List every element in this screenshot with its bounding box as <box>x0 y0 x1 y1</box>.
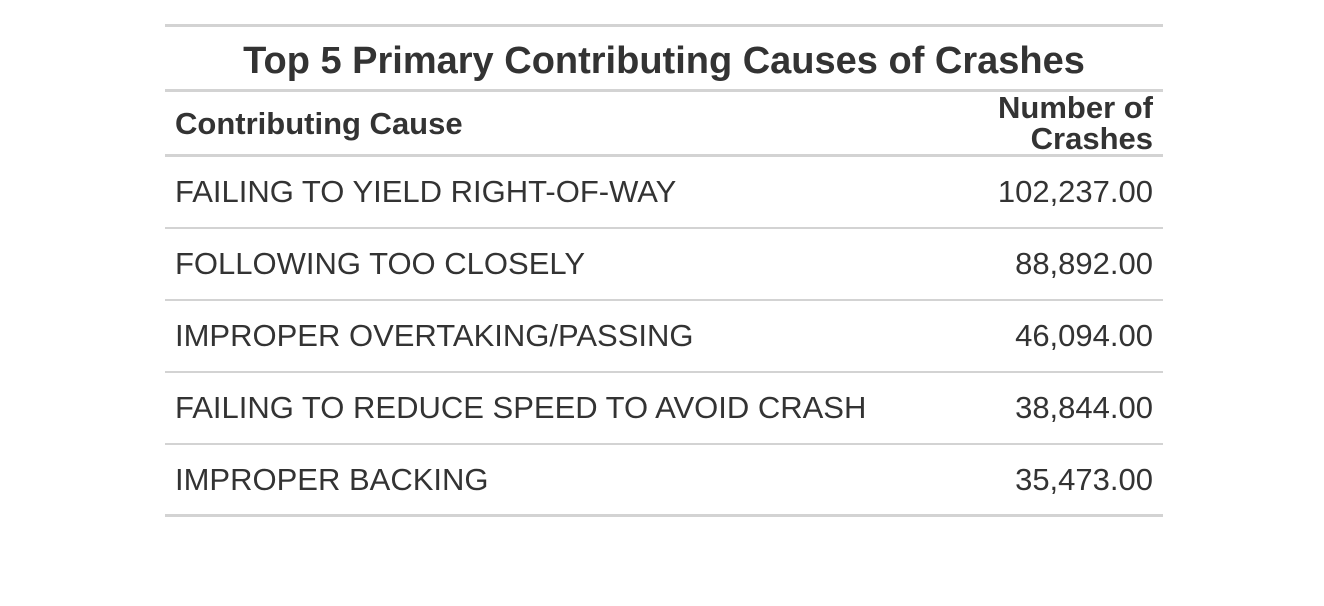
cause-cell: FOLLOWING TOO CLOSELY <box>175 246 585 281</box>
table-title: Top 5 Primary Contributing Causes of Cra… <box>165 25 1163 92</box>
table-row: FAILING TO REDUCE SPEED TO AVOID CRASH 3… <box>165 371 1163 444</box>
column-header-contributing-cause: Contributing Cause <box>175 105 463 141</box>
table-row: FOLLOWING TOO CLOSELY 88,892.00 <box>165 227 1163 300</box>
cause-cell: FAILING TO YIELD RIGHT-OF-WAY <box>175 174 677 210</box>
crash-count-cell: 102,237.00 <box>997 174 1153 210</box>
crash-causes-table: Top 5 Primary Contributing Causes of Cra… <box>165 24 1163 517</box>
cause-cell: IMPROPER OVERTAKING/PASSING <box>175 318 694 353</box>
table-row: IMPROPER BACKING 35,473.00 <box>165 443 1163 516</box>
table-row: FAILING TO YIELD RIGHT-OF-WAY 102,237.00 <box>165 156 1163 228</box>
table-row: IMPROPER OVERTAKING/PASSING 46,094.00 <box>165 299 1163 372</box>
crash-count-cell: 88,892.00 <box>1015 246 1153 281</box>
crash-count-cell: 46,094.00 <box>1015 318 1153 353</box>
column-header-number-of-crashes: Number of Crashes <box>998 90 1153 156</box>
crash-count-cell: 35,473.00 <box>1015 461 1153 497</box>
cause-cell: IMPROPER BACKING <box>175 461 489 497</box>
column-header-row: Contributing Cause Number of Crashes <box>165 91 1163 156</box>
crash-count-cell: 38,844.00 <box>1015 390 1153 425</box>
cause-cell: FAILING TO REDUCE SPEED TO AVOID CRASH <box>175 390 867 425</box>
